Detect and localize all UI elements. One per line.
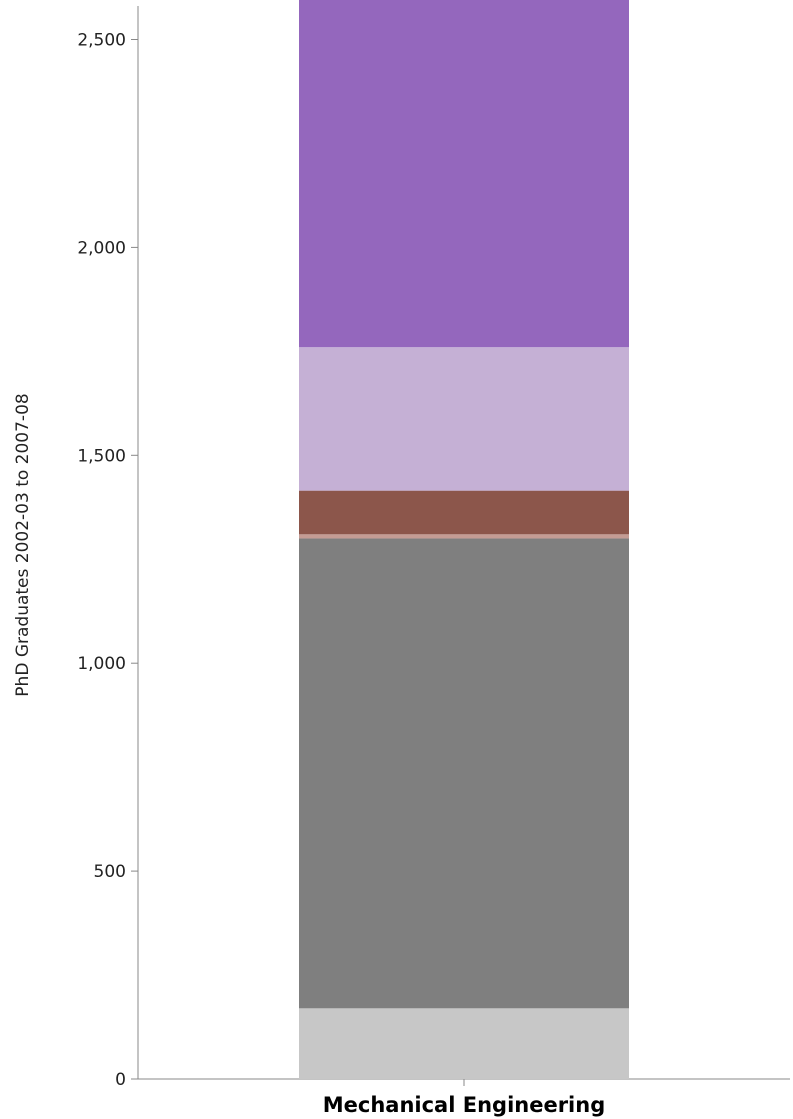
bar-segment-0[interactable]	[299, 1008, 629, 1079]
bar-segment-4[interactable]	[299, 347, 629, 491]
y-tick-label: 500	[94, 862, 126, 882]
y-axis-title: PhD Graduates 2002-03 to 2007-08	[13, 393, 33, 696]
bar-segment-1[interactable]	[299, 538, 629, 1009]
y-tick-label: 2,000	[77, 238, 126, 258]
y-tick-label: 1,500	[77, 446, 126, 466]
plot-area: 05001,0001,5002,0002,5003,0003,5004,0004…	[77, 0, 790, 1117]
y-tick-label: 1,000	[77, 654, 126, 674]
bar-segment-2[interactable]	[299, 534, 629, 539]
x-axis-ticks: Mechanical Engineering	[323, 1079, 606, 1117]
bar-segment-5[interactable]	[299, 0, 629, 348]
y-tick-label: 2,500	[77, 31, 126, 51]
bar-segments	[299, 0, 629, 1079]
y-axis-ticks: 05001,0001,5002,0002,5003,0003,5004,0004…	[77, 31, 138, 1090]
y-tick-label: 0	[115, 1070, 126, 1090]
bar-segment-3[interactable]	[299, 490, 629, 535]
x-category-label: Mechanical Engineering	[323, 1093, 606, 1117]
